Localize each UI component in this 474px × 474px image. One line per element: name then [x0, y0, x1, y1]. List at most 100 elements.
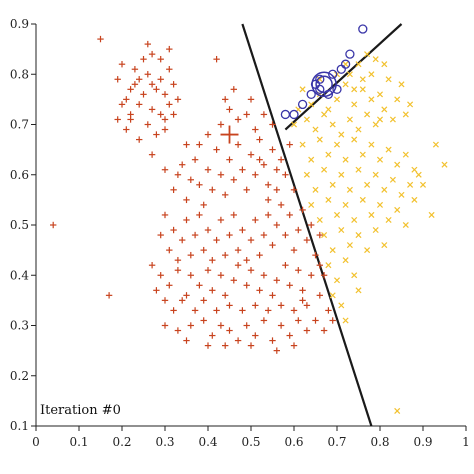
blue-point — [345, 49, 355, 59]
yellow-point — [402, 111, 409, 118]
x-tick-label: 1 — [462, 435, 470, 449]
red-point — [316, 231, 323, 239]
red-point — [170, 226, 177, 234]
red-point — [183, 141, 190, 148]
y-tick-label: 0.8 — [10, 67, 29, 81]
yellow-point — [342, 156, 349, 163]
red-point — [217, 171, 225, 178]
yellow-point — [338, 302, 345, 309]
red-point — [153, 131, 160, 138]
red-point — [260, 272, 268, 279]
yellow-point — [394, 206, 401, 213]
red-point — [316, 292, 323, 299]
red-point — [204, 267, 212, 274]
red-point — [290, 307, 298, 314]
red-point — [144, 121, 151, 128]
red-point — [260, 111, 268, 118]
yellow-point — [308, 201, 315, 208]
yellow-point — [329, 247, 336, 254]
red-point — [295, 317, 302, 324]
red-point — [213, 307, 220, 314]
yellow-point — [359, 151, 366, 158]
blue-point — [297, 99, 308, 110]
y-tick-label: 0.3 — [10, 319, 29, 333]
red-point — [252, 171, 259, 178]
red-point — [196, 141, 203, 148]
red-point — [161, 91, 169, 98]
yellow-point — [376, 201, 384, 208]
red-point — [295, 267, 302, 274]
red-point — [127, 86, 134, 93]
red-point — [243, 111, 250, 118]
axes: 0 0.1 0.2 0.3 0.4 0.5 0.6 0.7 0.8 0.9 10.10.20.30.… — [10, 17, 470, 449]
iteration-annotation: Iteration #0 — [40, 403, 121, 418]
red-point — [243, 282, 250, 289]
blue-point — [328, 69, 338, 79]
red-point — [247, 267, 255, 274]
red-point — [157, 111, 164, 118]
red-point — [260, 317, 268, 324]
red-point — [243, 186, 250, 194]
yellow-point — [415, 171, 422, 178]
yellow-point — [389, 116, 396, 123]
blue-point — [315, 84, 325, 94]
blue-point — [336, 64, 346, 74]
yellow-point — [333, 211, 341, 218]
red-point — [256, 156, 263, 163]
yellow-point — [333, 141, 341, 148]
red-point — [161, 297, 169, 304]
yellow-point — [368, 71, 375, 78]
yellow-point — [308, 156, 315, 163]
yellow-point — [355, 232, 362, 239]
yellow-point — [316, 136, 323, 143]
yellow-point — [342, 257, 349, 264]
red-point — [157, 76, 164, 83]
red-point — [213, 236, 220, 244]
red-point — [303, 236, 311, 244]
red-point — [290, 186, 298, 194]
red-point — [179, 161, 186, 168]
red-point — [196, 181, 203, 188]
red-point — [273, 166, 280, 173]
red-point — [239, 226, 246, 234]
yellow-point — [381, 106, 388, 113]
red-point — [269, 146, 276, 153]
yellow-point — [312, 186, 319, 193]
red-point — [234, 141, 242, 148]
red-point — [170, 111, 177, 118]
red-point — [234, 337, 242, 344]
red-point — [140, 55, 147, 63]
red-point — [226, 231, 233, 239]
red-point — [303, 302, 311, 309]
red-point — [282, 231, 289, 239]
red-point — [174, 267, 182, 274]
red-point — [187, 176, 194, 183]
red-point — [213, 55, 220, 63]
red-point — [209, 332, 216, 339]
red-point — [161, 126, 169, 133]
red-point — [256, 287, 263, 294]
red-point — [277, 302, 285, 309]
yellow-point — [394, 96, 401, 103]
yellow-point — [329, 292, 336, 299]
yellow-point — [338, 131, 345, 138]
red-point — [191, 231, 199, 239]
yellow-point — [321, 232, 328, 239]
red-point — [277, 156, 285, 163]
red-point — [161, 166, 169, 173]
red-point — [123, 96, 130, 103]
red-point — [222, 191, 229, 199]
boundary-line — [241, 23, 373, 427]
red-point — [234, 246, 242, 254]
red-point — [153, 86, 160, 93]
yellow-point — [329, 121, 336, 128]
red-point — [265, 181, 272, 188]
red-point — [105, 292, 113, 299]
yellow-point — [376, 91, 384, 98]
yellow-point — [381, 186, 388, 193]
yellow-point — [364, 111, 371, 118]
red-point — [252, 302, 259, 309]
yellow-point — [385, 76, 392, 83]
yellow-point — [355, 126, 362, 133]
y-tick-label: 0.4 — [10, 268, 29, 282]
